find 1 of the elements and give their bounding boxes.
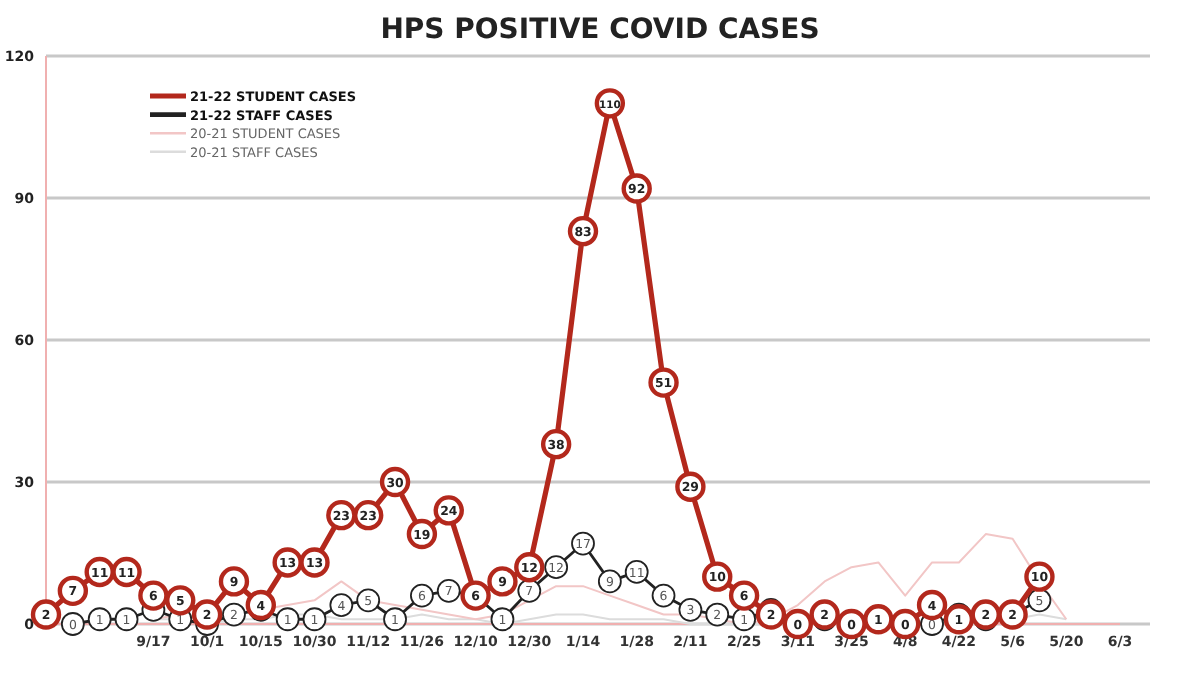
chart-title: HPS POSITIVE COVID CASES	[380, 14, 820, 46]
